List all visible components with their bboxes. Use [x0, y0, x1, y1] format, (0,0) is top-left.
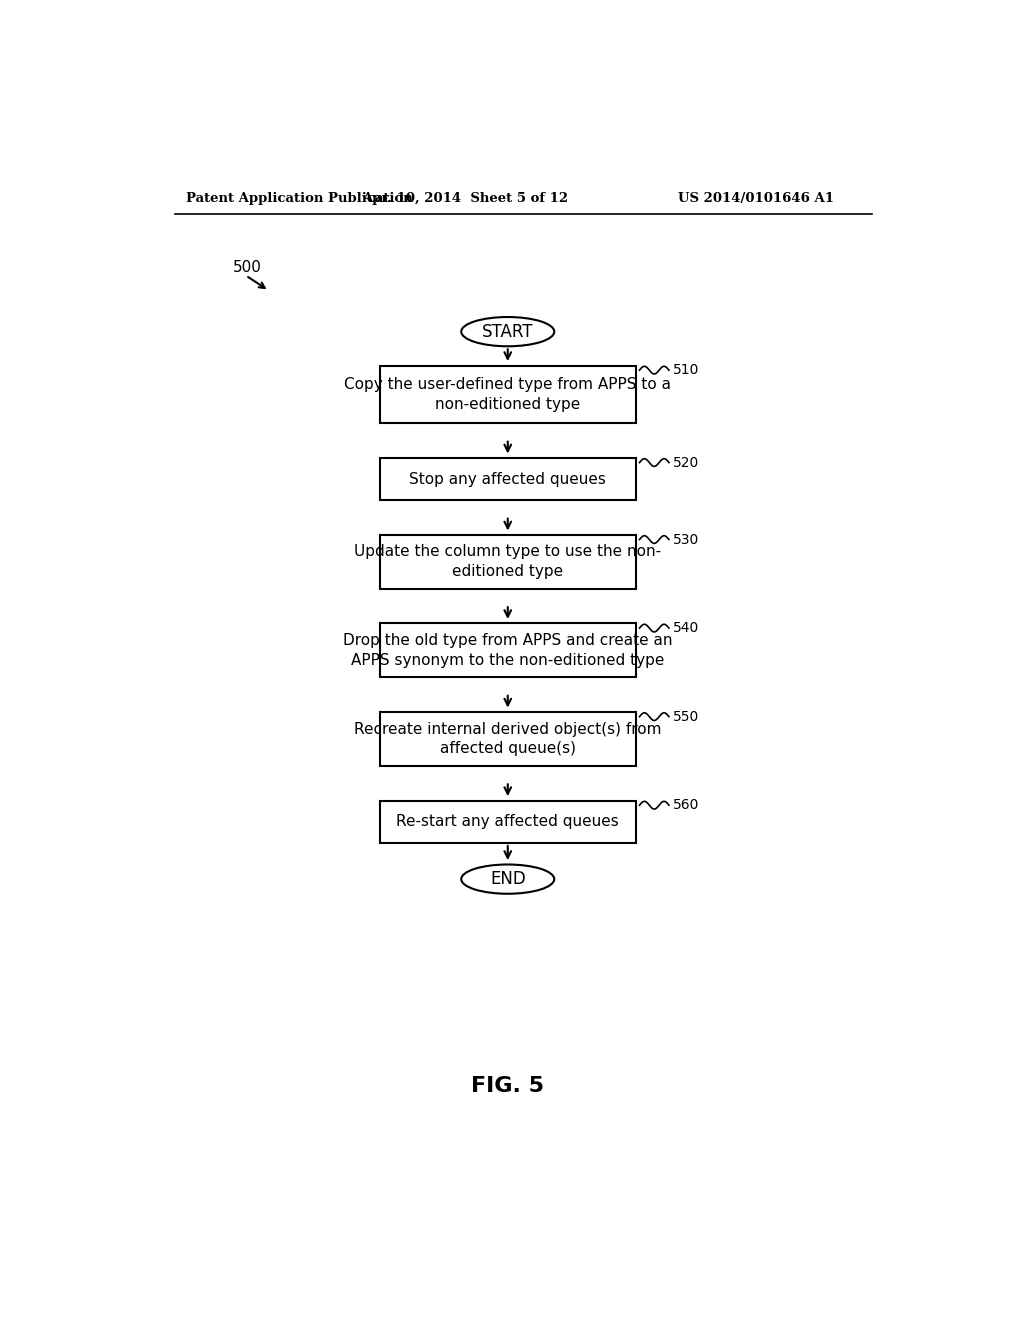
FancyBboxPatch shape [380, 800, 636, 843]
Text: 500: 500 [232, 260, 261, 276]
FancyBboxPatch shape [380, 623, 636, 677]
Text: 530: 530 [673, 532, 699, 546]
Text: START: START [482, 322, 534, 341]
Text: 520: 520 [673, 455, 699, 470]
Text: 560: 560 [673, 799, 699, 812]
FancyBboxPatch shape [380, 458, 636, 500]
Text: US 2014/0101646 A1: US 2014/0101646 A1 [678, 191, 835, 205]
Text: 540: 540 [673, 622, 699, 635]
Text: 510: 510 [673, 363, 699, 378]
Text: Patent Application Publication: Patent Application Publication [186, 191, 413, 205]
Ellipse shape [461, 317, 554, 346]
Ellipse shape [461, 865, 554, 894]
Text: FIG. 5: FIG. 5 [471, 1076, 544, 1096]
FancyBboxPatch shape [380, 711, 636, 766]
Text: END: END [489, 870, 525, 888]
Text: Apr. 10, 2014  Sheet 5 of 12: Apr. 10, 2014 Sheet 5 of 12 [362, 191, 568, 205]
Text: Recreate internal derived object(s) from
affected queue(s): Recreate internal derived object(s) from… [354, 722, 662, 756]
FancyBboxPatch shape [380, 535, 636, 589]
Text: Update the column type to use the non-
editioned type: Update the column type to use the non- e… [354, 544, 662, 579]
Text: Stop any affected queues: Stop any affected queues [410, 471, 606, 487]
Text: Re-start any affected queues: Re-start any affected queues [396, 814, 620, 829]
FancyBboxPatch shape [380, 366, 636, 424]
Text: Copy the user-defined type from APPS to a
non-editioned type: Copy the user-defined type from APPS to … [344, 378, 672, 412]
Text: 550: 550 [673, 710, 699, 723]
Text: Drop the old type from APPS and create an
APPS synonym to the non-editioned type: Drop the old type from APPS and create a… [343, 634, 673, 668]
